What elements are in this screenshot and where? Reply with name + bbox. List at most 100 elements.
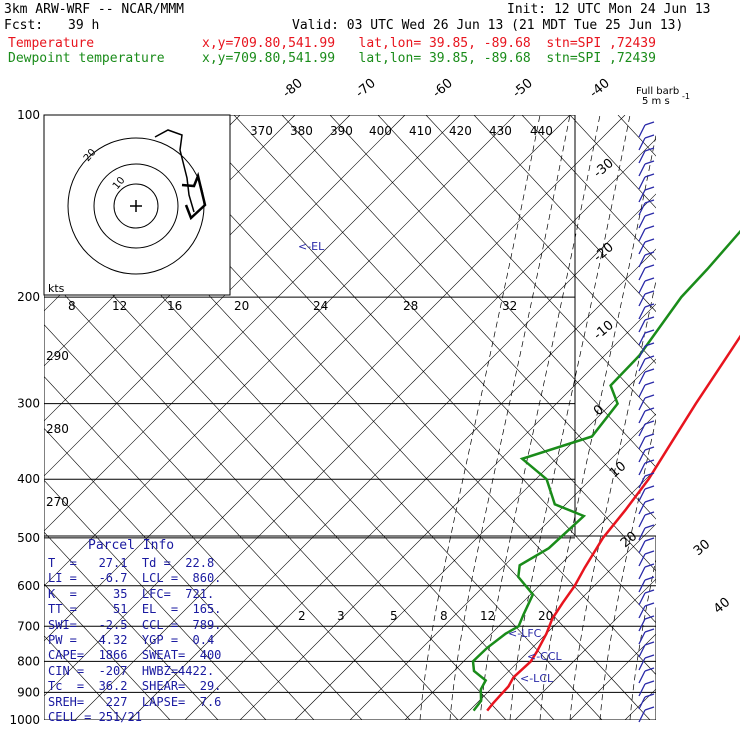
wind-barb	[638, 147, 655, 164]
wind-barb	[638, 693, 655, 710]
dry-adiabat	[74, 138, 656, 720]
wind-barb	[638, 602, 655, 619]
moist-adiabat	[599, 417, 656, 720]
parcel-info-row: LI = -6.7 LCL = 860.	[48, 571, 222, 586]
parcel-info-row: CAPE= 1866 SWEAT= 400	[48, 648, 222, 663]
parcel-info-row: T = 27.1 Td = 22.8	[48, 556, 215, 570]
wind-barb-staff	[638, 462, 646, 476]
isotherm	[617, 115, 656, 157]
wind-barb	[638, 290, 655, 307]
wind-barb-staff	[638, 553, 646, 567]
wind-barb-staff	[638, 618, 646, 632]
wind-barb	[638, 355, 655, 372]
hodograph-speed-label: 12	[112, 299, 127, 313]
dry-adiabat	[184, 248, 656, 720]
wind-barb-flag	[644, 602, 655, 607]
wind-barb	[638, 628, 655, 645]
dry-adiabat	[680, 115, 740, 720]
wind-barb-staff	[638, 709, 646, 723]
wind-barb	[638, 680, 655, 697]
wind-barb-flag	[644, 342, 655, 347]
isotherm-label: 20	[618, 529, 640, 551]
wind-barb-flag	[644, 550, 655, 555]
parcel-info-row: PW = 4.32 YGP = 0.4	[48, 633, 215, 647]
wind-barb	[638, 459, 655, 476]
moist-adiabat	[569, 279, 656, 720]
wind-barb-staff	[638, 540, 646, 554]
dry-adiabat	[44, 115, 406, 477]
hodograph-trace	[154, 129, 195, 213]
dry-adiabat	[44, 115, 626, 697]
wind-barb	[638, 186, 655, 203]
wind-barb-flag	[644, 498, 655, 503]
hodograph-speed-unit: kts	[48, 282, 65, 295]
dry-adiabat	[459, 523, 656, 720]
wind-barb-flag	[644, 160, 655, 165]
isotherm-label: -40	[587, 76, 613, 101]
isotherm	[281, 115, 656, 520]
wind-barb-flag	[644, 225, 655, 230]
wind-barb-flag	[644, 459, 655, 464]
wind-barb-staff	[638, 150, 646, 164]
dry-adiabat	[239, 303, 656, 720]
hodograph-speed-label: 20	[234, 299, 249, 313]
pressure-label-1000: 1000	[9, 713, 40, 727]
dry-adiabat	[44, 115, 571, 642]
wind-barb	[638, 238, 655, 255]
hodograph-speed-label: 32	[502, 299, 517, 313]
theta-label: 410	[409, 124, 432, 138]
wind-barb	[638, 654, 655, 671]
wind-barb-flag	[644, 407, 655, 412]
hodograph-speed-label: 28	[403, 299, 418, 313]
hodograph-ring	[113, 183, 159, 229]
wind-barb-flag	[644, 355, 655, 360]
wind-barb	[638, 316, 655, 333]
wind-barb-staff	[638, 176, 646, 190]
mixing-ratio-label: 3	[337, 609, 345, 623]
forecast-label: Fcst:	[4, 18, 44, 33]
isotherm-label: -50	[510, 76, 536, 101]
wind-barb	[638, 342, 655, 359]
wind-barb-flag	[644, 381, 655, 386]
pressure-label-500: 500	[17, 531, 40, 545]
wind-barb-staff	[638, 384, 646, 398]
isotherm	[44, 324, 411, 720]
wind-barb-staff	[638, 280, 646, 294]
wind-barb	[638, 381, 655, 398]
hodograph-ring	[93, 163, 179, 249]
wind-barb-staff	[638, 670, 646, 684]
wind-barb-flag	[644, 147, 655, 152]
wind-barb	[638, 368, 655, 385]
theta-label: 390	[330, 124, 353, 138]
wind-barb	[638, 537, 655, 554]
dewpoint-label: Dewpoint temperature	[8, 51, 165, 66]
wind-barb-staff	[638, 124, 646, 138]
wind-barb-staff	[638, 358, 646, 372]
el-marker: <-EL	[298, 240, 325, 253]
parcel-info-row: TT = 51 EL = 165.	[48, 602, 222, 617]
wind-barb-flag	[644, 277, 655, 282]
lower-frame	[575, 535, 656, 720]
wind-barb-staff	[638, 592, 646, 606]
wind-barb-flag	[644, 615, 655, 620]
wind-barb-staff	[638, 202, 646, 216]
wind-barb	[638, 563, 655, 580]
isotherm	[44, 531, 219, 720]
wind-barb	[638, 472, 655, 489]
theta-label: 440	[530, 124, 553, 138]
isotherm	[137, 115, 656, 676]
wind-barb-staff	[638, 436, 646, 450]
wind-barb	[638, 121, 655, 138]
wind-barb	[638, 485, 655, 502]
wind-barb-flag	[644, 706, 655, 711]
isotherm-label: 10	[607, 459, 629, 481]
dry-adiabat	[294, 358, 656, 720]
wind-barb	[638, 303, 655, 320]
wind-barb-staff	[638, 475, 646, 489]
temperature-location: x,y=709.80,541.99 lat,lon= 39.85, -89.68…	[202, 36, 656, 51]
wind-barb-flag	[644, 420, 655, 425]
isotherm-label: -60	[430, 76, 456, 101]
parcel-info-row: CELL = 251/21	[48, 710, 142, 724]
hodograph-speed-label: 8	[68, 299, 76, 313]
pressure-label-900: 900	[17, 685, 40, 699]
